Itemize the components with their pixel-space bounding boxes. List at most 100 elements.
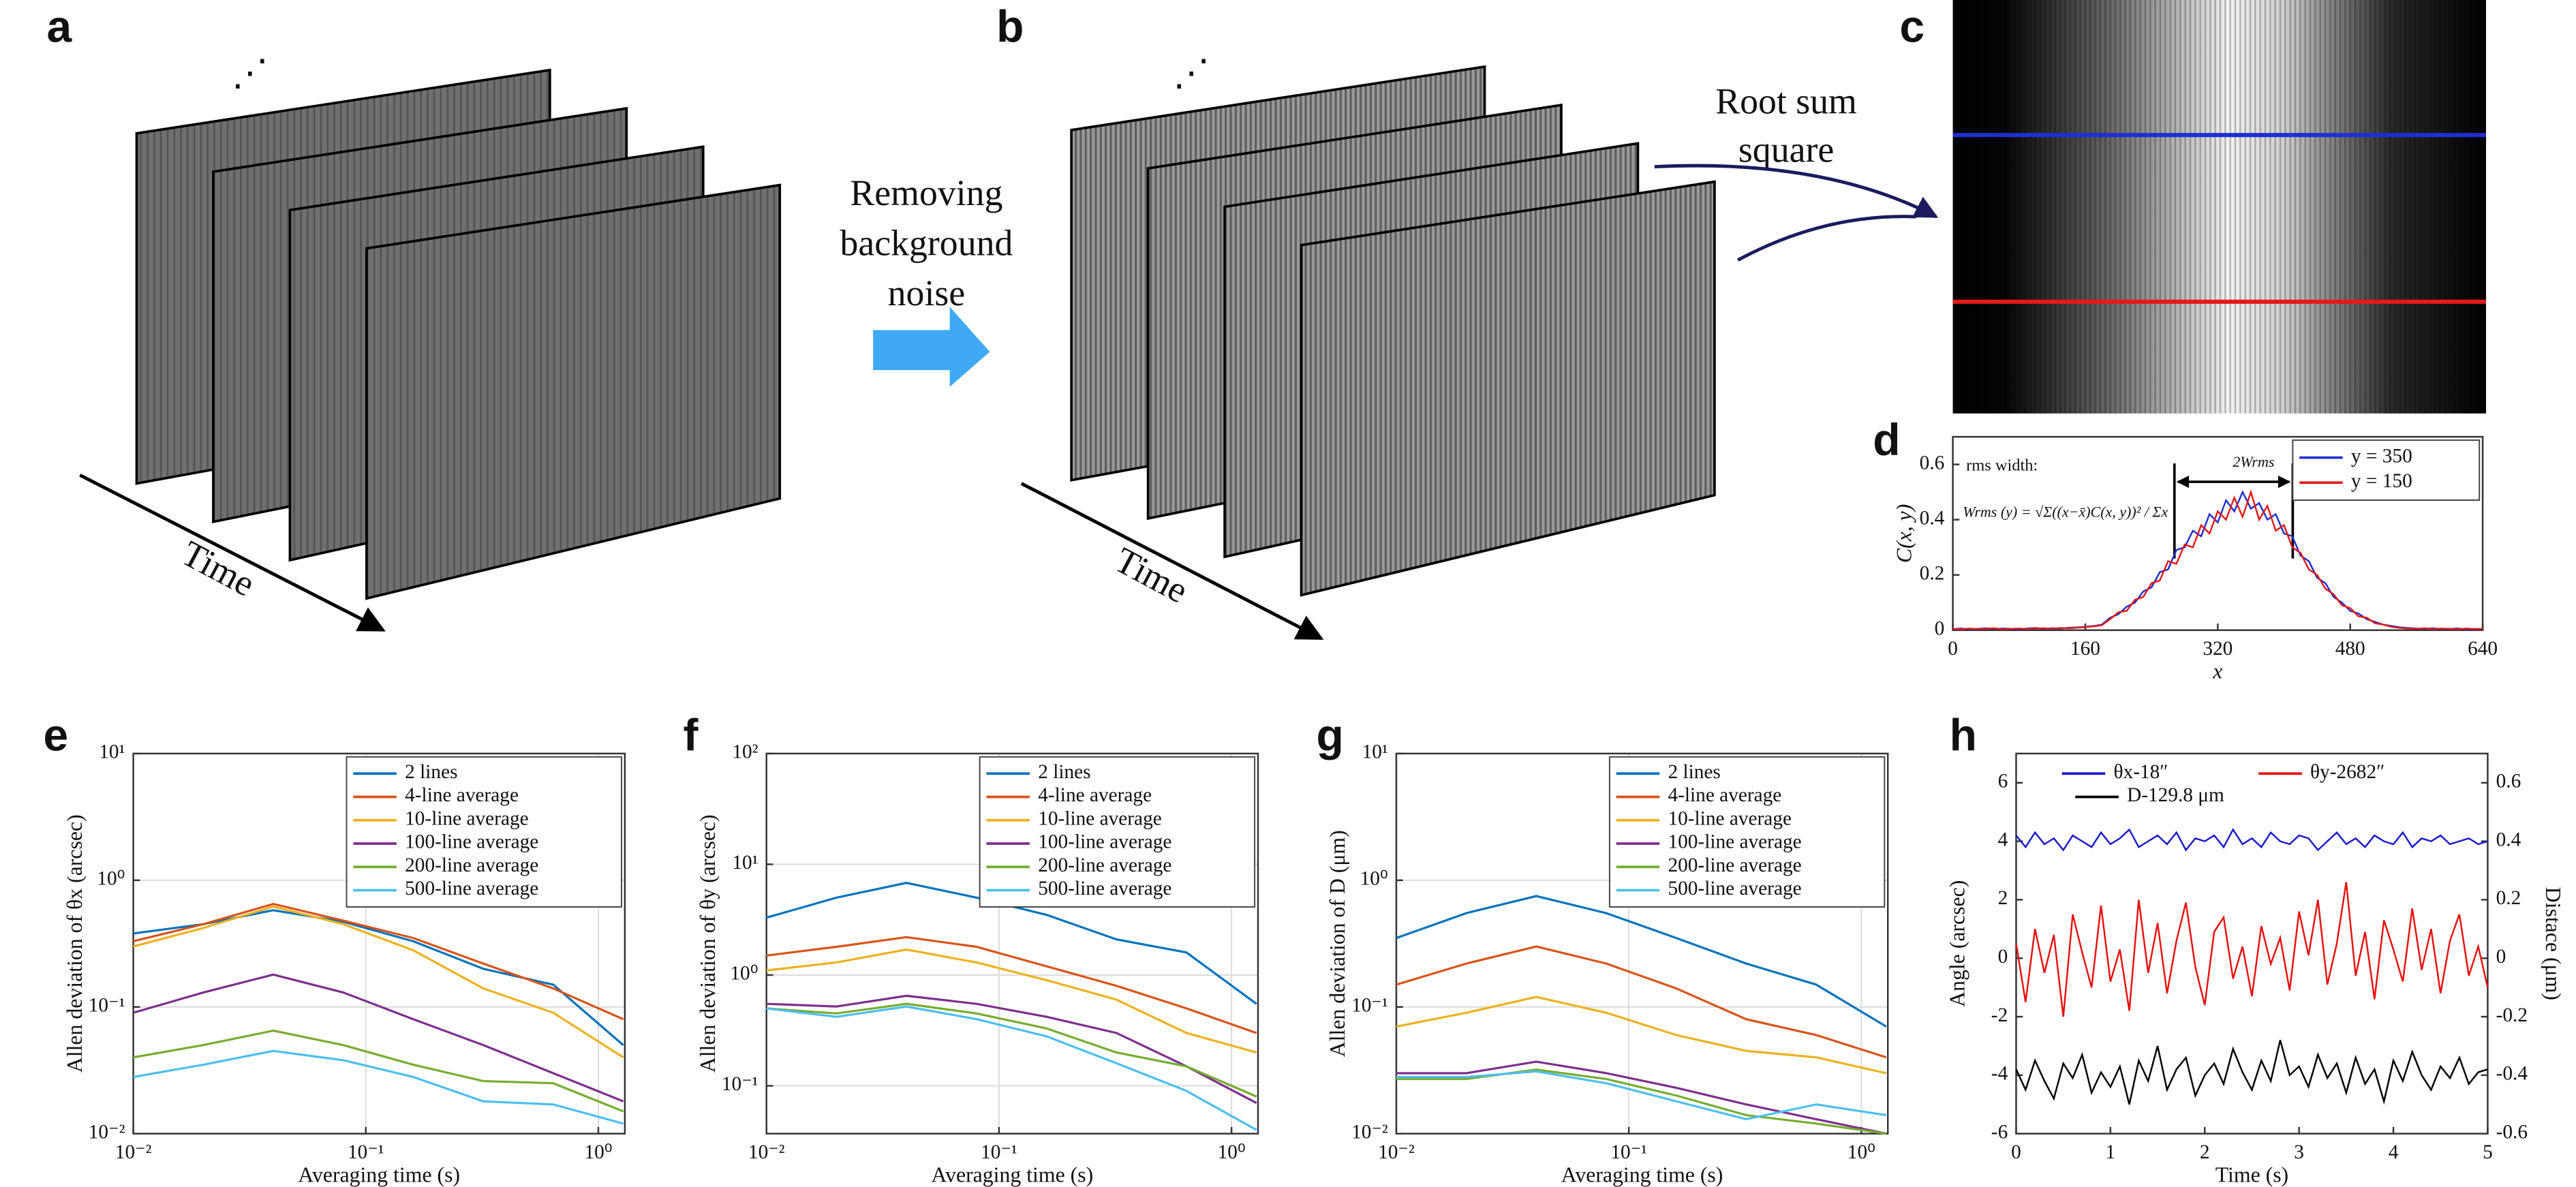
series-line — [766, 994, 1257, 1105]
time-arrow — [1020, 482, 1324, 641]
y-tick-label: 2 — [1998, 887, 2008, 909]
y2-tick-label: 0.6 — [2496, 771, 2521, 792]
step-label: square — [1738, 129, 1834, 170]
y2-tick-label: -0.6 — [2496, 1121, 2528, 1143]
x-axis-label: Averaging time (s) — [298, 1163, 460, 1187]
x-tick-label: 160 — [2070, 638, 2100, 660]
series-line — [2015, 1040, 2488, 1105]
x-tick-label: 320 — [2203, 638, 2233, 660]
y-tick-label: 0.4 — [1920, 507, 1945, 529]
legend-box — [979, 756, 1256, 908]
series-line — [133, 1029, 624, 1113]
panel-label: g — [1317, 709, 1344, 760]
y-tick-label: 0 — [1935, 618, 1945, 640]
y-tick-label: 10⁰ — [97, 868, 125, 890]
image-frame — [365, 183, 782, 600]
panel-label: e — [44, 709, 69, 760]
plot-frame — [1395, 752, 1889, 1135]
ellipsis: ⋰ — [232, 52, 269, 93]
series-line — [2015, 882, 2489, 1017]
series-line — [1396, 1070, 1887, 1121]
legend-label: 10-line average — [1038, 807, 1162, 829]
y-tick-label: 10¹ — [732, 852, 758, 874]
series-line — [1396, 895, 1887, 1028]
x-axis-label: x — [2212, 660, 2222, 683]
y2-tick-label: -0.4 — [2496, 1063, 2528, 1085]
annotation: rms width: — [1966, 457, 2038, 475]
y-tick-label: 10⁻¹ — [722, 1073, 758, 1095]
panel-label: b — [996, 1, 1024, 51]
merge-arrow — [1654, 164, 1939, 219]
series-line — [1396, 1060, 1887, 1135]
series-line — [766, 1002, 1257, 1098]
plot-frame — [132, 752, 626, 1135]
legend-label: 2 lines — [1038, 761, 1090, 783]
annotation: 2Wrms — [2233, 453, 2274, 470]
y-tick-label: 10⁰ — [730, 963, 758, 985]
legend-label: D-129.8 μm — [2127, 784, 2224, 806]
panel-label: d — [1873, 414, 1900, 465]
y2-tick-label: 0 — [2496, 946, 2506, 968]
series-line — [766, 936, 1257, 1034]
y-axis-label: Allen deviation of D (μm) — [1325, 830, 1349, 1057]
legend-label: 200-line average — [1038, 854, 1171, 876]
y-tick-label: -6 — [1991, 1121, 2008, 1143]
legend-label: 200-line average — [1668, 854, 1801, 876]
y-tick-label: 10² — [732, 741, 758, 763]
series-line — [766, 948, 1257, 1054]
y2-tick-label: 0.2 — [2496, 887, 2521, 909]
series-line — [766, 1005, 1257, 1131]
merge-arrow — [1736, 215, 1916, 262]
x-tick-label: 10⁻¹ — [1610, 1141, 1647, 1163]
legend-box — [2292, 439, 2481, 501]
legend-box — [346, 756, 622, 908]
process-arrow — [873, 307, 990, 387]
x-tick-label: 10⁰ — [1218, 1141, 1246, 1163]
y-tick-label: 0.6 — [1920, 452, 1945, 474]
x-tick-label: 3 — [2294, 1141, 2304, 1163]
y-tick-label: 0.2 — [1920, 562, 1945, 584]
ellipsis: ⋰ — [1173, 52, 1210, 93]
step-label: Root sum — [1715, 80, 1857, 121]
legend-label: 10-line average — [1668, 807, 1792, 829]
y2-axis-label: Distace (μm) — [2541, 887, 2565, 1000]
y-tick-label: 10⁰ — [1360, 868, 1388, 890]
step-label: background — [840, 222, 1013, 263]
series-line — [1396, 996, 1887, 1075]
x-tick-label: 0 — [1948, 638, 1958, 660]
x-axis-label: Averaging time (s) — [932, 1163, 1094, 1187]
y-tick-label: 10⁻² — [1351, 1121, 1388, 1143]
image-frame — [1300, 180, 1716, 597]
y-tick-label: -2 — [1991, 1004, 2008, 1026]
y-tick-label: 6 — [1998, 771, 2008, 792]
x-tick-label: 5 — [2483, 1141, 2493, 1163]
y-tick-label: 10¹ — [99, 741, 125, 763]
y-tick-label: 10⁻¹ — [89, 994, 125, 1016]
x-tick-label: 10⁰ — [1847, 1141, 1875, 1163]
y-tick-label: 0 — [1998, 946, 2008, 968]
y-tick-label: 10¹ — [1362, 741, 1388, 763]
legend-box — [1608, 756, 1886, 908]
x-tick-label: 4 — [2389, 1141, 2399, 1163]
x-axis-label: Time (s) — [2215, 1163, 2288, 1187]
y-axis-label: C(x, y) — [1892, 504, 1916, 563]
x-tick-label: 10⁻¹ — [348, 1141, 384, 1163]
panel-label: c — [1899, 1, 1925, 51]
series-line — [2015, 828, 2488, 852]
panel-label: f — [683, 709, 699, 760]
legend-label: 500-line average — [1038, 878, 1171, 899]
y-axis-label: Allen deviation of θx (arcsec) — [63, 814, 87, 1073]
y2-tick-label: 0.4 — [2496, 829, 2521, 850]
step-label: Removing — [850, 172, 1002, 213]
legend-label: y = 350 — [2351, 445, 2412, 467]
legend-label: 2 lines — [405, 761, 457, 783]
y2-tick-label: -0.2 — [2496, 1004, 2528, 1026]
legend-label: 4-line average — [1668, 784, 1781, 806]
x-tick-label: 10⁻¹ — [981, 1141, 1017, 1163]
x-tick-label: 10⁰ — [584, 1141, 612, 1163]
legend-label: 4-line average — [405, 784, 519, 806]
plot-frame — [765, 752, 1259, 1135]
panel-label: a — [46, 1, 72, 51]
